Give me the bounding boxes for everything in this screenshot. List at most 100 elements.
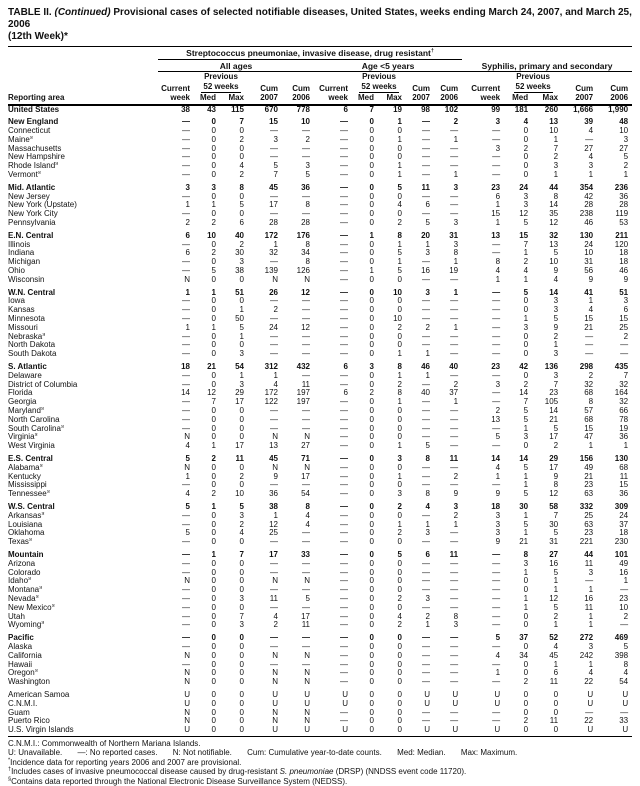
value-cell: 0	[211, 406, 216, 415]
value-cell: 9	[553, 322, 559, 332]
value-cell: 32	[549, 230, 559, 240]
value-cell: —	[492, 134, 501, 144]
value-cell: 21	[519, 537, 529, 547]
value-cell: 0	[211, 314, 216, 324]
table-row: E.S. Central 5 2 11 45 71 — 0 3 8 11 14 14 29 156 130	[8, 454, 632, 464]
value-cell: 139	[264, 266, 278, 276]
value-cell: 5	[553, 567, 559, 577]
value-cell: 18	[619, 257, 629, 267]
value-cell: 6	[343, 104, 348, 114]
value-cell: 2	[397, 620, 402, 630]
value-cell: —	[340, 441, 348, 451]
value-cell: 3	[523, 191, 529, 201]
value-cell: 1	[397, 519, 402, 529]
value-cell: 9	[495, 537, 501, 547]
footnote-marker: §	[34, 669, 38, 674]
value-cell: 0	[397, 668, 402, 678]
value-cell: U	[462, 725, 505, 737]
reporting-area-cell: Maryland§	[8, 407, 44, 415]
value-cell: —	[340, 414, 348, 424]
value-cell: 45	[269, 182, 278, 192]
value-cell: 0	[211, 641, 216, 651]
value-cell: 0	[397, 126, 402, 136]
value-cell: —	[182, 537, 190, 547]
value-cell: 3	[495, 143, 501, 153]
value-cell: 15	[619, 480, 629, 490]
value-cell: 8	[588, 397, 594, 407]
value-cell: 1	[397, 257, 402, 267]
value-cell: —	[492, 388, 501, 398]
reporting-area-cell: Alaska	[8, 642, 33, 651]
reporting-area-cell: Connecticut	[8, 127, 51, 136]
value-cell: —	[302, 331, 310, 341]
value-cell: 5	[397, 266, 402, 276]
value-cell: —	[492, 331, 501, 341]
table-row: Michigan —0 3—8—0 1—1 8 2 10 31 18	[8, 257, 632, 267]
value-cell: 0	[397, 143, 402, 153]
reporting-area-cell: Maine§	[8, 135, 33, 144]
value-cell: 1	[553, 585, 559, 595]
value-cell: —	[492, 602, 501, 612]
value-cell: 354	[579, 182, 594, 192]
value-cell: —	[422, 117, 430, 127]
value-cell: 36	[269, 489, 278, 499]
section-text: Contains data reported through the Natio…	[11, 776, 348, 786]
footnote-marker: §	[46, 490, 50, 495]
value-cell: 25	[584, 510, 594, 520]
value-cell: 0	[239, 340, 244, 350]
value-cell: 0	[397, 432, 402, 442]
value-cell: 2	[623, 611, 629, 621]
header-max-2: Max	[378, 93, 406, 106]
header-2007-1: 2007	[248, 93, 282, 106]
value-cell: —	[182, 331, 190, 341]
value-cell: 10	[235, 489, 244, 499]
value-cell: —	[302, 641, 310, 651]
footnote-marker: §	[28, 577, 32, 582]
value-cell: —	[422, 423, 430, 433]
value-cell: —	[422, 340, 430, 350]
value-cell: —	[182, 593, 190, 603]
value-cell: 1	[185, 322, 190, 332]
reporting-area-cell: Missouri	[8, 323, 38, 332]
value-cell: 0	[369, 182, 374, 192]
title-continued: (Continued)	[54, 7, 111, 18]
value-cell: 2	[239, 471, 244, 481]
value-cell: 0	[369, 414, 374, 424]
value-cell: —	[340, 182, 348, 192]
value-cell: 51	[619, 287, 629, 297]
value-cell: —	[585, 331, 594, 341]
value-cell: —	[182, 519, 190, 529]
value-cell: 21	[549, 414, 559, 424]
value-cell: 0	[397, 510, 402, 520]
value-cell: 5	[495, 633, 501, 643]
value-cell: —	[492, 152, 501, 162]
table-row: Oregon§ N 0 0 N N — 0 0 — — 1 0 6 4 4	[8, 669, 632, 678]
value-cell: 0	[523, 349, 529, 359]
value-cell: 11	[421, 182, 430, 192]
value-cell: 0	[369, 349, 374, 359]
table-row: New Hampshire — 0 0 — — — 0 0 — — — 0 2 4 5	[8, 153, 632, 162]
value-cell: —	[422, 397, 430, 407]
value-cell: U	[304, 698, 310, 708]
value-cell: —	[422, 143, 430, 153]
value-cell: U	[622, 689, 629, 699]
value-cell: 5	[239, 200, 244, 210]
value-cell: 40	[421, 388, 430, 398]
value-cell: 0	[211, 620, 216, 630]
reporting-area-cell: Delaware	[8, 371, 42, 380]
table-body: United States 38 43 115 670 778 6 7 19 98 102 99 181…	[8, 104, 633, 737]
value-cell: —	[492, 170, 501, 180]
value-cell: 2	[553, 441, 559, 451]
value-cell: —	[340, 585, 348, 595]
value-cell: 2	[453, 117, 459, 127]
value-cell: 1	[211, 200, 216, 210]
value-cell: —	[340, 668, 348, 678]
value-cell: 15	[584, 314, 594, 324]
value-cell: —	[302, 340, 310, 350]
value-cell: 0	[369, 602, 374, 612]
value-cell: U	[562, 725, 598, 737]
value-cell: —	[270, 209, 278, 219]
value-cell: N	[184, 650, 190, 660]
value-cell: 23	[584, 528, 594, 538]
value-cell: —	[340, 248, 348, 258]
